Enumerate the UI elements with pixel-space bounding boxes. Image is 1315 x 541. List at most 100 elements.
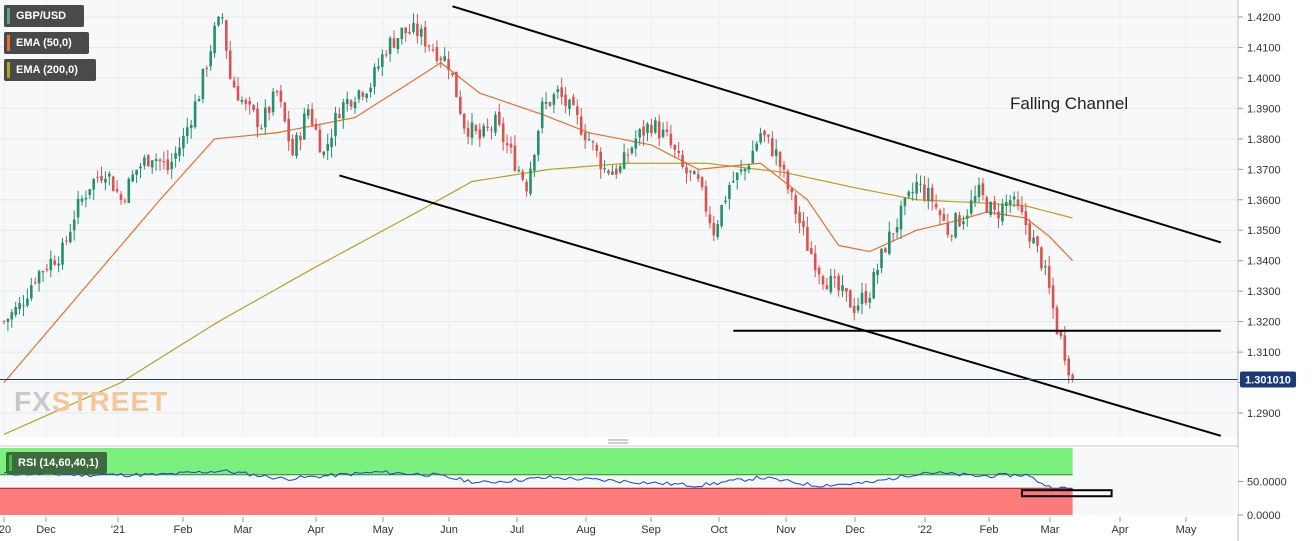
candle-body <box>786 171 790 190</box>
candle-body <box>622 152 626 169</box>
candle-body <box>942 214 946 221</box>
candle-body <box>61 242 64 265</box>
candle-body <box>236 86 240 101</box>
legend-ema200[interactable]: EMA (200,0) <box>4 59 96 81</box>
candle-body <box>630 147 634 154</box>
candle-body <box>408 32 411 34</box>
candle-body <box>646 123 649 134</box>
candle-body <box>895 227 899 233</box>
x-tick-label: Apr <box>1111 524 1128 536</box>
legend-ema50[interactable]: EMA (50,0) <box>4 32 89 54</box>
candle-body <box>708 214 712 224</box>
candle-body <box>119 194 123 200</box>
candle-body <box>693 171 696 175</box>
candle-body <box>821 276 825 285</box>
candle-body <box>22 305 25 307</box>
candle-body <box>802 220 805 228</box>
candle-body <box>583 132 587 141</box>
candle-body <box>626 154 630 156</box>
candle-body <box>911 191 914 194</box>
candle-body <box>767 134 770 137</box>
candle-body <box>37 271 41 284</box>
rsi-pane: 50.0000 0.0000 <box>0 445 1287 522</box>
candle-body <box>841 285 844 291</box>
candle-body <box>6 318 10 322</box>
candle-body <box>1012 196 1016 200</box>
candle-body <box>1051 285 1055 309</box>
candle-body <box>299 135 302 141</box>
ema50-swatch <box>7 35 10 51</box>
candle-body <box>131 174 134 182</box>
rsi-swatch <box>9 455 12 471</box>
candle-body <box>100 176 103 181</box>
candle-body <box>556 88 560 92</box>
candle-body <box>162 161 166 163</box>
candle-body <box>53 260 56 265</box>
candle-body <box>696 174 700 179</box>
candle-body <box>677 150 680 154</box>
candle-body <box>443 56 446 61</box>
candle-body <box>1016 199 1020 207</box>
candle-body <box>338 114 341 118</box>
candle-body <box>213 25 216 54</box>
candle-body <box>525 181 528 192</box>
candle-body <box>794 195 797 215</box>
x-axis: '20 Dec '21 Feb Mar Apr May Jun Jul Aug Sep Oct Nov D… <box>0 517 1197 536</box>
candle-body <box>451 72 454 75</box>
candle-body <box>178 147 181 156</box>
candle-body <box>700 177 704 188</box>
rsi-overbought-zone <box>0 448 1073 475</box>
candle-body <box>174 153 177 159</box>
legend-ema200-label: EMA (200,0) <box>16 64 78 76</box>
candle-body <box>751 150 755 164</box>
candle-body <box>564 94 567 106</box>
y-tick-label: 1.3500 <box>1247 225 1281 237</box>
candle-body <box>228 50 232 79</box>
symbol-swatch <box>7 8 10 24</box>
candle-body <box>989 202 992 215</box>
legend-symbol[interactable]: GBP/USD <box>4 5 84 27</box>
candle-body <box>681 154 684 167</box>
candle-body <box>774 149 778 156</box>
candle-body <box>466 128 470 137</box>
candle-body <box>1067 358 1070 376</box>
candle-body <box>1020 205 1024 213</box>
candle-body <box>384 54 388 56</box>
candle-body <box>150 160 154 168</box>
candle-body <box>201 68 205 100</box>
ema200-polyline <box>3 162 1073 435</box>
candle-body <box>264 107 267 128</box>
y-axis: 1.4200 1.4100 1.4000 1.3900 1.3800 1.3700 1.36… <box>1237 0 1296 541</box>
candle-body <box>80 198 84 202</box>
candle-body <box>381 54 384 67</box>
pane-splitter[interactable] <box>608 439 628 444</box>
candle-body <box>361 92 365 97</box>
y-tick-label: 1.3100 <box>1247 347 1281 359</box>
x-tick-label: Dec <box>36 524 56 536</box>
candle-body <box>69 231 72 243</box>
x-tick-label: Feb <box>980 524 999 536</box>
candle-body <box>166 159 170 171</box>
candle-body <box>2 321 6 323</box>
x-tick-label: May <box>373 524 394 536</box>
rsi-legend[interactable]: RSI (14,60,40,1) <box>6 452 107 474</box>
candle-body <box>778 152 782 167</box>
candle-body <box>209 51 212 67</box>
candle-body <box>482 125 485 137</box>
y-tick-label: 1.3900 <box>1247 103 1281 115</box>
candle-body <box>470 122 474 138</box>
candle-body <box>115 189 119 192</box>
candle-body <box>907 191 911 197</box>
rsi-polyline <box>3 469 1073 491</box>
candle-body <box>1036 236 1039 246</box>
candle-body <box>798 212 801 224</box>
candle-body <box>537 130 540 155</box>
candle-body <box>439 58 443 61</box>
price-pane-bg <box>0 0 1238 437</box>
candle-body <box>540 101 544 129</box>
x-tick-label: Aug <box>576 524 596 536</box>
candle-body <box>427 45 431 47</box>
candle-body <box>880 248 883 269</box>
candle-body <box>634 138 638 149</box>
